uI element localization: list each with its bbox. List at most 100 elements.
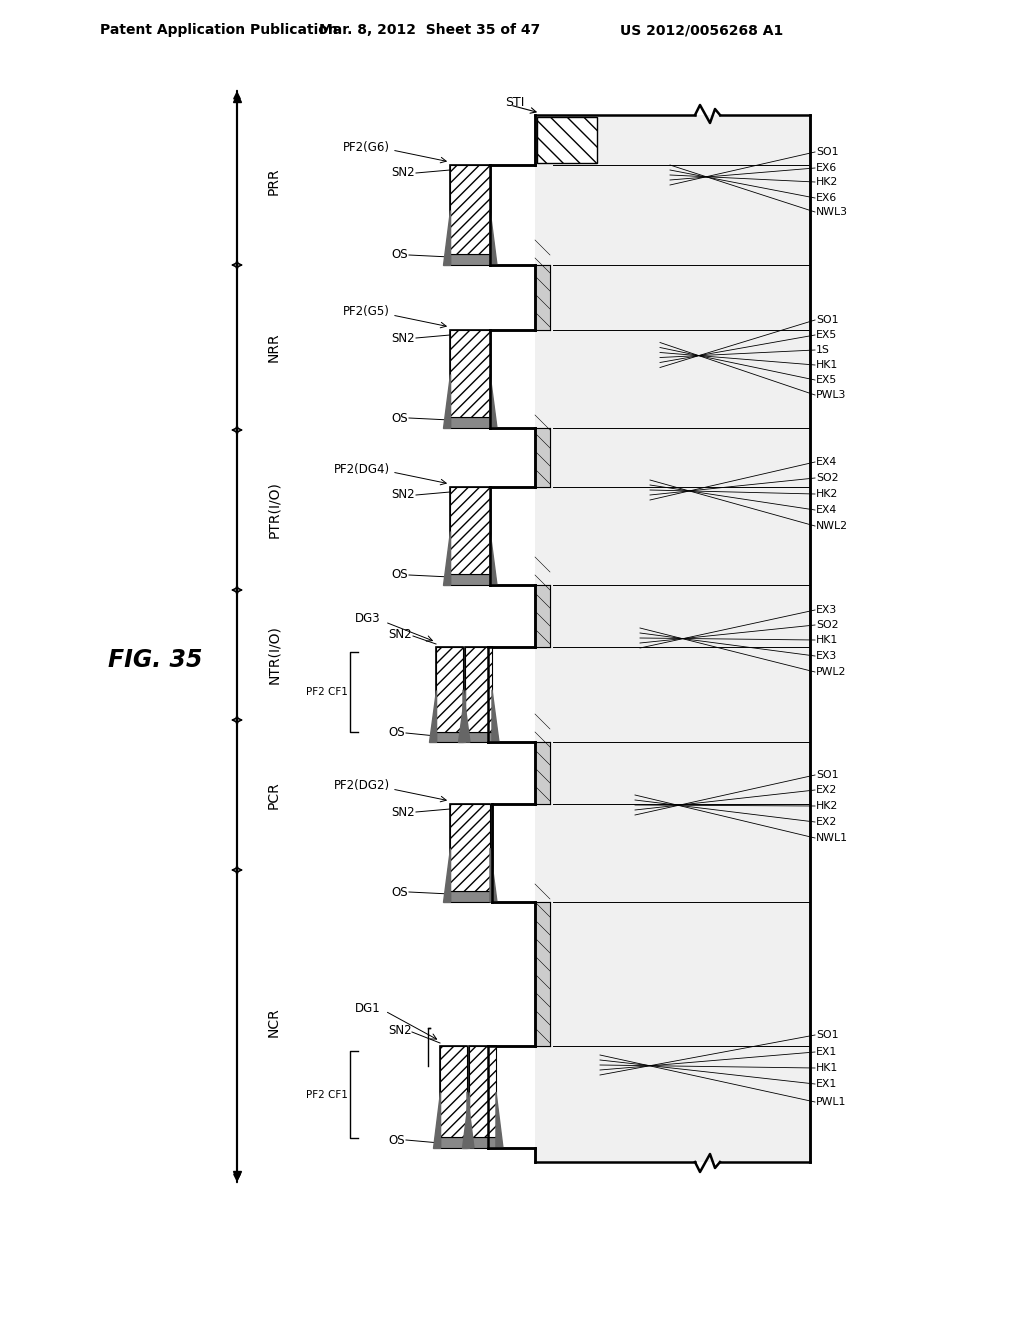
Bar: [440, 1137, 467, 1148]
Polygon shape: [535, 428, 550, 487]
Text: EX5: EX5: [816, 330, 838, 341]
Text: PF2(G6): PF2(G6): [343, 140, 390, 153]
Text: EX6: EX6: [816, 162, 838, 173]
Polygon shape: [535, 742, 550, 804]
Bar: [450, 253, 490, 265]
Text: SO1: SO1: [816, 315, 839, 325]
Polygon shape: [443, 210, 450, 265]
Bar: [450, 417, 490, 428]
Text: HK1: HK1: [816, 635, 839, 645]
Text: OS: OS: [391, 569, 408, 582]
Text: NWL2: NWL2: [816, 521, 848, 531]
Bar: [450, 891, 490, 902]
Bar: [440, 1045, 467, 1148]
Text: PWL2: PWL2: [816, 667, 847, 677]
Text: SN2: SN2: [391, 805, 415, 818]
Polygon shape: [463, 690, 470, 742]
Text: EX5: EX5: [816, 375, 838, 385]
Text: PF2(DG4): PF2(DG4): [334, 462, 390, 475]
Text: EX3: EX3: [816, 651, 838, 661]
Polygon shape: [443, 531, 450, 585]
Text: FIG. 35: FIG. 35: [108, 648, 203, 672]
Text: EX4: EX4: [816, 506, 838, 515]
Text: OS: OS: [388, 726, 406, 739]
Bar: [537, 117, 597, 162]
Bar: [450, 165, 490, 265]
Text: HK1: HK1: [816, 1063, 839, 1073]
Text: SO2: SO2: [816, 473, 839, 483]
Text: DG1: DG1: [355, 1002, 381, 1015]
Text: SN2: SN2: [391, 331, 415, 345]
Text: DG3: DG3: [355, 612, 381, 626]
Text: Mar. 8, 2012  Sheet 35 of 47: Mar. 8, 2012 Sheet 35 of 47: [319, 22, 541, 37]
Text: PF2 CF1: PF2 CF1: [306, 1089, 348, 1100]
Text: SO1: SO1: [816, 1030, 839, 1040]
Text: SN2: SN2: [388, 628, 412, 642]
Text: EX1: EX1: [816, 1078, 838, 1089]
Text: PWL1: PWL1: [816, 1097, 847, 1107]
Text: PCR: PCR: [267, 781, 281, 809]
Text: NTR(I/O): NTR(I/O): [267, 626, 281, 685]
Bar: [450, 487, 490, 585]
Text: NCR: NCR: [267, 1007, 281, 1038]
Polygon shape: [467, 1092, 474, 1148]
Text: OS: OS: [388, 1134, 406, 1147]
Polygon shape: [535, 902, 550, 1045]
Polygon shape: [490, 849, 497, 902]
Bar: [450, 804, 490, 891]
Text: PWL3: PWL3: [816, 389, 847, 400]
Polygon shape: [433, 1092, 440, 1148]
Bar: [465, 647, 492, 731]
Text: HK2: HK2: [816, 488, 839, 499]
Polygon shape: [490, 374, 497, 428]
Text: PF2(DG2): PF2(DG2): [334, 780, 390, 792]
Text: SN2: SN2: [391, 166, 415, 180]
Polygon shape: [492, 690, 499, 742]
Text: NWL1: NWL1: [816, 833, 848, 843]
Bar: [450, 330, 490, 417]
Bar: [450, 165, 490, 253]
Text: PF2(G5): PF2(G5): [343, 305, 390, 318]
Polygon shape: [535, 585, 550, 647]
Text: PRR: PRR: [267, 168, 281, 195]
Bar: [535, 115, 810, 1162]
Bar: [436, 647, 463, 731]
Text: EX1: EX1: [816, 1047, 838, 1057]
Polygon shape: [458, 690, 465, 742]
Polygon shape: [443, 374, 450, 428]
Bar: [469, 1045, 496, 1137]
Text: Patent Application Publication: Patent Application Publication: [100, 22, 338, 37]
Polygon shape: [490, 210, 497, 265]
Polygon shape: [429, 690, 436, 742]
Text: HK1: HK1: [816, 360, 839, 370]
Text: EX2: EX2: [816, 817, 838, 828]
Bar: [450, 330, 490, 428]
Text: STI: STI: [505, 96, 524, 110]
Text: NRR: NRR: [267, 333, 281, 362]
Text: EX6: EX6: [816, 193, 838, 203]
Text: SN2: SN2: [388, 1024, 412, 1038]
Bar: [450, 804, 490, 902]
Text: 1S: 1S: [816, 345, 829, 355]
Text: SO1: SO1: [816, 770, 839, 780]
Text: SO1: SO1: [816, 147, 839, 157]
Bar: [469, 1045, 496, 1148]
Polygon shape: [535, 265, 550, 330]
Text: OS: OS: [391, 886, 408, 899]
Text: NWL3: NWL3: [816, 207, 848, 216]
Text: EX3: EX3: [816, 605, 838, 615]
Bar: [440, 1045, 467, 1137]
Text: SN2: SN2: [391, 488, 415, 502]
Bar: [465, 647, 492, 742]
Polygon shape: [462, 1092, 469, 1148]
Text: PTR(I/O): PTR(I/O): [267, 482, 281, 539]
Bar: [469, 1137, 496, 1148]
Polygon shape: [490, 531, 497, 585]
Text: SO2: SO2: [816, 620, 839, 630]
Polygon shape: [443, 849, 450, 902]
Bar: [450, 487, 490, 574]
Text: PF2 CF1: PF2 CF1: [306, 686, 348, 697]
Text: EX2: EX2: [816, 785, 838, 795]
Bar: [436, 647, 463, 742]
Bar: [436, 731, 463, 742]
